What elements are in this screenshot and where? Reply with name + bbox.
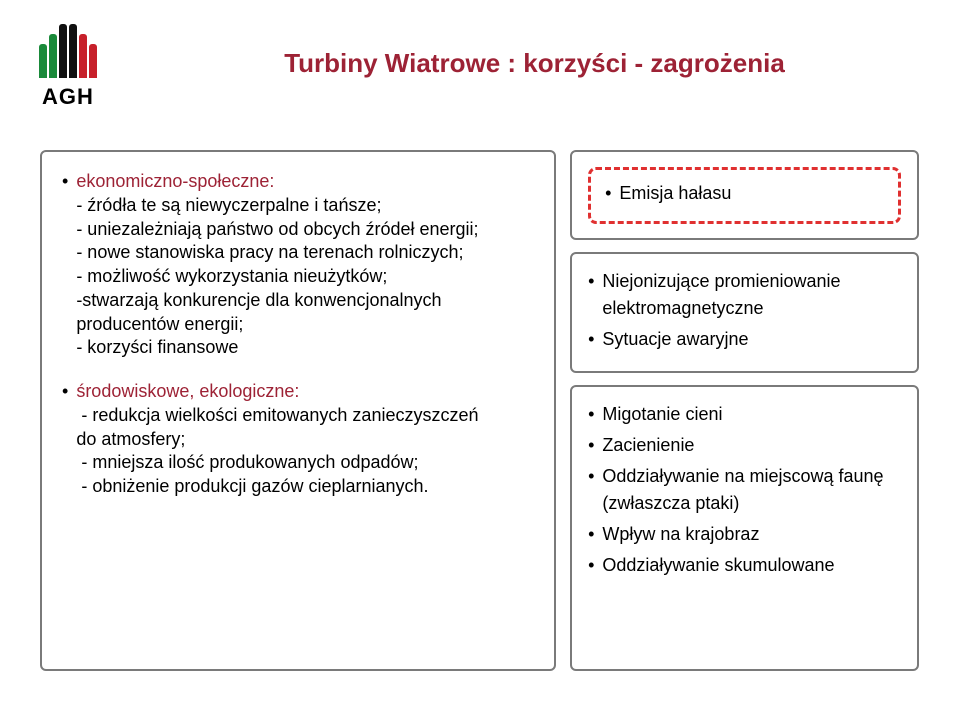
benefit-line: - nowe stanowiska pracy na terenach roln… xyxy=(76,241,534,265)
list-item: • Wpływ na krajobraz xyxy=(588,521,901,548)
benefit-line: - korzyści finansowe xyxy=(76,336,534,360)
threat-label: Migotanie cieni xyxy=(602,401,722,428)
bullet-dot: • xyxy=(62,380,68,499)
benefit-line: - możliwość wykorzystania nieużytków; xyxy=(76,265,534,289)
threat-label: Niejonizujące promieniowanie elektromagn… xyxy=(602,268,901,322)
bullet-dot: • xyxy=(62,170,68,360)
list-item: • Sytuacje awaryjne xyxy=(588,326,901,353)
economic-heading: ekonomiczno-społeczne: xyxy=(76,171,274,191)
logo-text: AGH xyxy=(42,84,94,110)
list-item: • środowiskowe, ekologiczne: - redukcja … xyxy=(62,380,534,499)
list-item: • Migotanie cieni xyxy=(588,401,901,428)
logo-stripe xyxy=(39,44,47,78)
logo-stripe xyxy=(89,44,97,78)
environmental-block: • środowiskowe, ekologiczne: - redukcja … xyxy=(62,380,534,499)
threat-label: Zacienienie xyxy=(602,432,694,459)
bullet-dot: • xyxy=(605,180,611,207)
bullet-dot: • xyxy=(588,463,594,517)
list-item: • ekonomiczno-społeczne: - źródła te są … xyxy=(62,170,534,360)
list-item: • Zacienienie xyxy=(588,432,901,459)
logo-stripe xyxy=(79,34,87,78)
threat-label: Wpływ na krajobraz xyxy=(602,521,759,548)
threat-label: Oddziaływanie na miejscową faunę (zwłasz… xyxy=(602,463,901,517)
benefit-line: - mniejsza ilość produkowanych odpadów; xyxy=(76,451,534,475)
agh-logo: AGH xyxy=(28,18,108,118)
bullet-dot: • xyxy=(588,268,594,322)
bullet-dot: • xyxy=(588,432,594,459)
threats-column: • Emisja hałasu •Niejonizujące promienio… xyxy=(570,150,919,671)
mid-box: •Niejonizujące promieniowanie elektromag… xyxy=(570,252,919,373)
noise-box: • Emisja hałasu xyxy=(570,150,919,240)
benefit-line: - redukcja wielkości emitowanych zaniecz… xyxy=(76,404,534,452)
threat-label: Sytuacje awaryjne xyxy=(602,326,748,353)
noise-label: Emisja hałasu xyxy=(619,180,731,207)
logo-mark xyxy=(33,18,103,78)
list-item: •Niejonizujące promieniowanie elektromag… xyxy=(588,268,901,322)
list-item: •Oddziaływanie na miejscową faunę (zwłas… xyxy=(588,463,901,517)
slide-title: Turbiny Wiatrowe : korzyści - zagrożenia xyxy=(170,48,899,79)
noise-dashed-frame: • Emisja hałasu xyxy=(588,167,901,224)
economic-block: • ekonomiczno-społeczne: - źródła te są … xyxy=(62,170,534,360)
logo-stripe xyxy=(59,24,67,78)
benefit-line: -stwarzają konkurencje dla konwencjonaln… xyxy=(76,289,534,337)
economic-lines: - źródła te są niewyczerpalne i tańsze; … xyxy=(76,194,534,360)
bullet-dot: • xyxy=(588,401,594,428)
environmental-lines: - redukcja wielkości emitowanych zaniecz… xyxy=(76,404,534,499)
bullet-dot: • xyxy=(588,326,594,353)
threat-label: Oddziaływanie skumulowane xyxy=(602,552,834,579)
logo-stripe xyxy=(49,34,57,78)
list-item: • Emisja hałasu xyxy=(605,180,884,207)
benefits-column: • ekonomiczno-społeczne: - źródła te są … xyxy=(40,150,556,671)
environmental-heading: środowiskowe, ekologiczne: xyxy=(76,381,299,401)
environmental-content: środowiskowe, ekologiczne: - redukcja wi… xyxy=(76,380,534,499)
benefit-line: - uniezależniają państwo od obcych źróde… xyxy=(76,218,534,242)
bottom-box: •Migotanie cieni•Zacienienie•Oddziaływan… xyxy=(570,385,919,671)
benefit-line: - źródła te są niewyczerpalne i tańsze; xyxy=(76,194,534,218)
benefit-line: - obniżenie produkcji gazów cieplarniany… xyxy=(76,475,534,499)
economic-content: ekonomiczno-społeczne: - źródła te są ni… xyxy=(76,170,534,360)
bullet-dot: • xyxy=(588,552,594,579)
list-item: • Oddziaływanie skumulowane xyxy=(588,552,901,579)
logo-stripe xyxy=(69,24,77,78)
bullet-dot: • xyxy=(588,521,594,548)
content-area: • ekonomiczno-społeczne: - źródła te są … xyxy=(40,150,919,671)
